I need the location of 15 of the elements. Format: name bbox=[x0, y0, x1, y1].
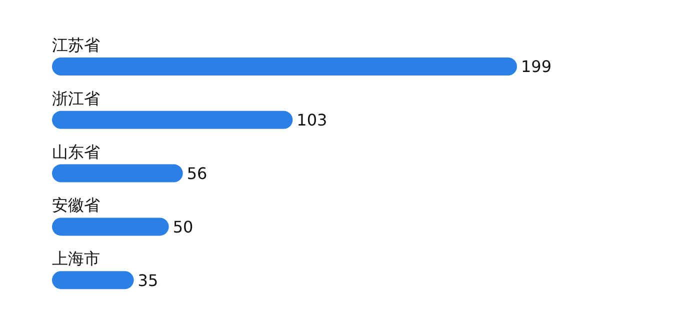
data-label: 103 bbox=[296, 110, 328, 130]
y-tick-label: 江苏省 bbox=[52, 36, 100, 54]
data-label: 56 bbox=[186, 164, 208, 183]
bar bbox=[52, 271, 134, 290]
data-label: 199 bbox=[521, 57, 552, 76]
bar bbox=[52, 110, 293, 129]
bar bbox=[52, 58, 517, 76]
y-tick-label: 上海市 bbox=[52, 249, 100, 268]
y-tick-label: 浙江省 bbox=[52, 88, 100, 108]
y-tick-label: 安徽省 bbox=[52, 196, 100, 215]
data-label: 50 bbox=[172, 217, 194, 236]
bar bbox=[52, 164, 183, 182]
data-label: 35 bbox=[138, 270, 158, 290]
y-tick-label: 山东省 bbox=[52, 142, 100, 162]
bar bbox=[52, 218, 169, 236]
